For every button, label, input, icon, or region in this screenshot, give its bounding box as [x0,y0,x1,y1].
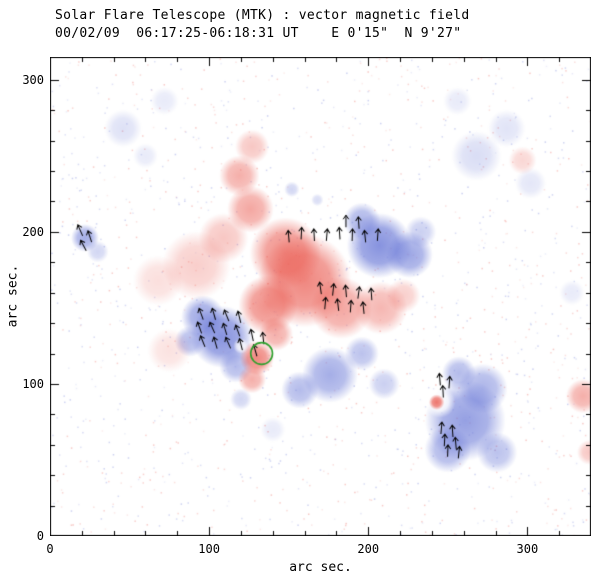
x-tick-label: 0 [46,542,53,556]
solar-flare-magnetogram-window: Solar Flare Telescope (MTK) : vector mag… [0,0,612,585]
y-tick-label: 200 [22,225,44,239]
x-tick-label: 200 [357,542,379,556]
magnetogram-canvas [50,57,591,536]
y-tick-label: 300 [22,73,44,87]
x-axis-label: arc sec. [50,560,591,575]
plot-subtitle: 00/02/09 06:17:25-06:18:31 UT E 0'15" N … [55,26,461,41]
x-tick-label: 100 [198,542,220,556]
y-axis-label: arc sec. [6,265,21,328]
y-tick-label: 100 [22,377,44,391]
plot-title: Solar Flare Telescope (MTK) : vector mag… [55,8,469,23]
x-tick-label: 300 [517,542,539,556]
y-tick-label: 0 [37,529,44,543]
